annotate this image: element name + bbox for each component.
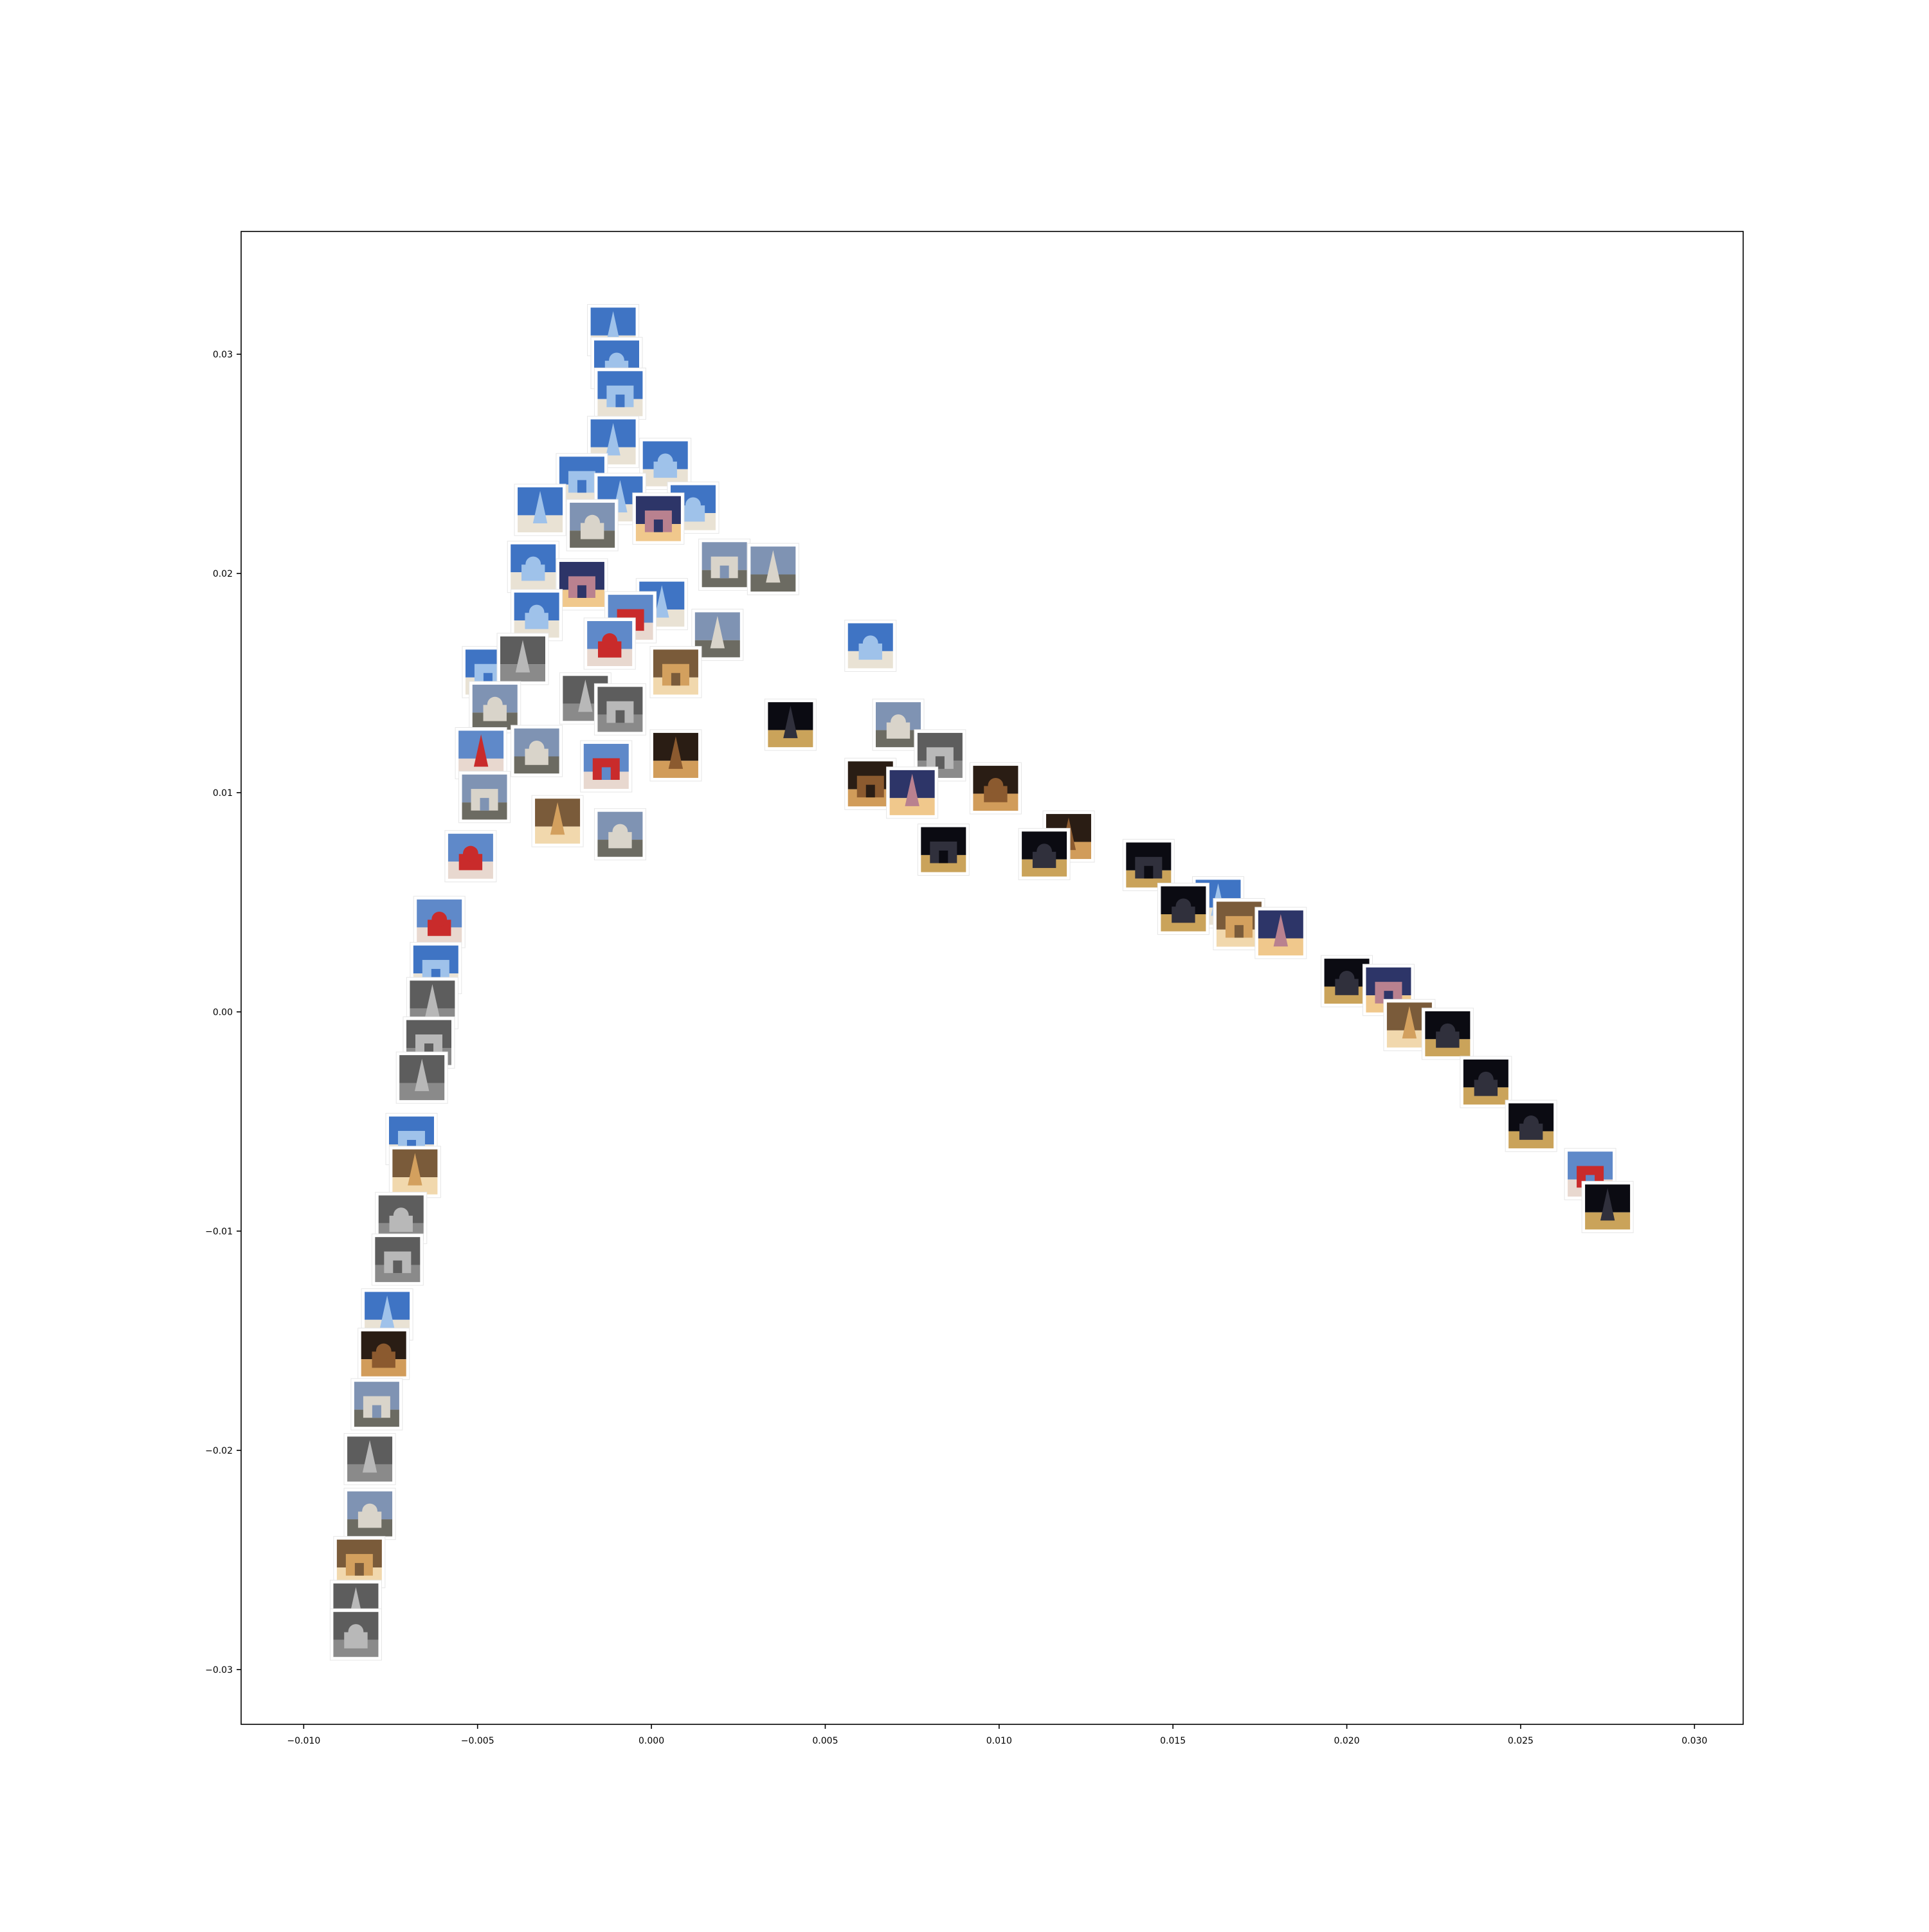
thumbnail-point [649, 646, 702, 698]
thumbnail-point [593, 367, 646, 420]
y-tick-label: −0.02 [205, 1446, 233, 1456]
thumbnail-point [639, 437, 692, 490]
thumbnail-point [444, 830, 497, 883]
thumbnail-point [531, 795, 584, 847]
thumbnail-point [496, 633, 549, 685]
thumbnail-point [1581, 1180, 1634, 1233]
x-tick-label: 0.005 [812, 1736, 838, 1746]
thumbnail-point [556, 558, 608, 611]
thumbnail-point [511, 725, 563, 777]
x-axis: −0.010 −0.005 0.000 0.005 0.010 0.015 0.020 0.0… [287, 1724, 1707, 1746]
thumbnail-point [413, 896, 466, 948]
thumbnail-point [514, 483, 566, 536]
thumbnail-point [395, 1051, 448, 1104]
thumbnail-point [1505, 1099, 1557, 1152]
x-tick-label: 0.010 [986, 1736, 1012, 1746]
thumbnail-point [969, 762, 1022, 815]
x-tick-label: 0.015 [1160, 1736, 1186, 1746]
x-tick-label: −0.010 [287, 1736, 320, 1746]
thumbnail-point [698, 538, 751, 591]
thumbnail-point [1421, 1007, 1474, 1060]
thumbnail-point [844, 619, 897, 672]
thumbnail-point [1213, 898, 1265, 950]
thumbnail-point [566, 499, 619, 552]
thumbnail-point [764, 698, 817, 751]
thumbnail-point [329, 1608, 382, 1661]
x-tick-label: 0.000 [638, 1736, 664, 1746]
thumbnail-point [580, 740, 633, 793]
x-tick-label: 0.025 [1508, 1736, 1534, 1746]
thumbnail-point [388, 1146, 441, 1198]
thumbnail-point [747, 543, 799, 595]
thumbnail-point [358, 1328, 410, 1380]
thumbnail-point [458, 771, 511, 824]
thumbnail-layer [329, 303, 1634, 1661]
thumbnail-point [1122, 838, 1175, 891]
thumbnail-point [1018, 827, 1071, 880]
y-tick-label: −0.01 [205, 1227, 233, 1237]
thumbnail-point [371, 1233, 424, 1286]
y-tick-label: 0.01 [213, 788, 233, 799]
thumbnail-point [343, 1432, 396, 1485]
thumbnail-point [1254, 907, 1307, 959]
thumbnail-point [886, 766, 939, 819]
thumbnail-point [350, 1378, 403, 1431]
thumbnail-point [343, 1488, 396, 1540]
thumbnail-point [649, 729, 702, 782]
thumbnail-point [469, 681, 521, 734]
thumbnail-point [691, 608, 744, 661]
thumbnail-point [632, 492, 685, 545]
thumbnail-point [1460, 1056, 1512, 1108]
thumbnail-point [583, 617, 636, 670]
thumbnail-point [872, 698, 925, 751]
x-tick-label: 0.030 [1681, 1736, 1707, 1746]
y-tick-label: 0.00 [213, 1007, 233, 1018]
y-tick-label: 0.03 [213, 350, 233, 360]
axes-frame [240, 231, 1744, 1725]
thumbnail-point [917, 824, 970, 876]
y-tick-label: 0.02 [213, 569, 233, 579]
x-tick-label: 0.020 [1334, 1736, 1360, 1746]
thumbnail-point [593, 683, 646, 736]
thumbnail-point [593, 808, 646, 861]
y-tick-label: −0.03 [205, 1665, 233, 1675]
y-axis: −0.03 −0.02 −0.01 0.00 0.01 0.02 0.03 [205, 350, 241, 1675]
x-tick-label: −0.005 [461, 1736, 494, 1746]
thumbnail-point [1157, 883, 1209, 935]
thumbnail-point [507, 541, 559, 593]
